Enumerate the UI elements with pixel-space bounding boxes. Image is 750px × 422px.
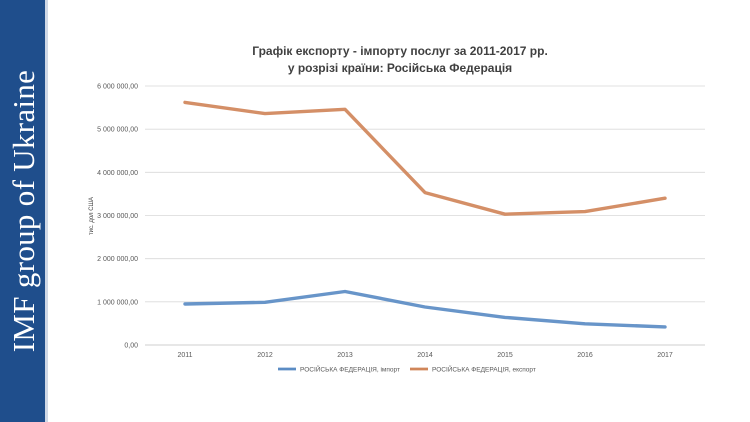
x-tick-label: 2011 xyxy=(177,352,192,359)
side-banner: IMF group of Ukraine xyxy=(0,0,48,422)
y-tick-label: 3 000 000,00 xyxy=(97,213,138,220)
x-tick-label: 2015 xyxy=(497,352,513,359)
chart-title: Графік експорту - імпорту послуг за 2011… xyxy=(252,44,548,58)
legend-label: РОСІЙСЬКА ФЕДЕРАЦІЯ, експорт xyxy=(432,364,536,373)
x-axis-tick-labels: 2011 2012 2013 2014 2015 2016 2017 xyxy=(177,352,672,359)
y-tick-label: 4 000 000,00 xyxy=(97,170,138,177)
y-axis-label: тис. дол США xyxy=(89,197,95,235)
y-axis-tick-labels: 0,00 1 000 000,00 2 000 000,00 3 000 000,00… xyxy=(97,84,138,350)
legend: РОСІЙСЬКА ФЕДЕРАЦІЯ, імпорт РОСІЙСЬКА ФЕД… xyxy=(278,364,536,373)
y-tick-label: 2 000 000,00 xyxy=(97,256,138,263)
series-lines xyxy=(183,100,667,329)
y-tick-label: 5 000 000,00 xyxy=(97,127,138,134)
y-tick-label: 1 000 000,00 xyxy=(97,299,138,306)
series-line-export xyxy=(183,100,667,216)
legend-label: РОСІЙСЬКА ФЕДЕРАЦІЯ, імпорт xyxy=(300,364,400,373)
y-tick-label: 6 000 000,00 xyxy=(97,84,138,91)
chart-subtitle: у розрізі країни: Російська Федерація xyxy=(287,61,513,75)
x-tick-label: 2013 xyxy=(337,352,353,359)
gridlines xyxy=(145,85,705,346)
y-tick-label: 0,00 xyxy=(124,343,138,350)
x-tick-label: 2014 xyxy=(417,352,433,359)
series-line-import xyxy=(183,289,667,329)
x-tick-label: 2017 xyxy=(657,352,673,359)
x-tick-label: 2016 xyxy=(577,352,593,359)
x-tick-label: 2012 xyxy=(257,352,273,359)
